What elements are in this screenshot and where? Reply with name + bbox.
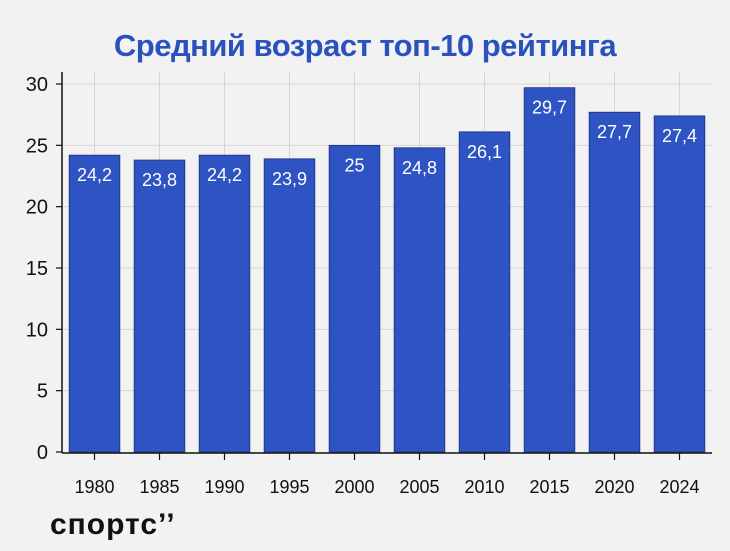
x-tick-label: 2010 bbox=[464, 477, 504, 497]
x-tick-label: 2000 bbox=[334, 477, 374, 497]
bars bbox=[68, 87, 706, 453]
x-tick-label: 1985 bbox=[139, 477, 179, 497]
x-tick-label: 1990 bbox=[204, 477, 244, 497]
y-tick-label: 0 bbox=[37, 442, 48, 464]
bar bbox=[263, 158, 316, 453]
bar-value-label: 29,7 bbox=[532, 98, 567, 118]
y-tick-label: 25 bbox=[26, 135, 48, 157]
bar bbox=[653, 115, 706, 453]
bar-value-label: 27,4 bbox=[662, 126, 697, 146]
bar-value-label: 25 bbox=[344, 155, 364, 175]
x-tick-label: 2020 bbox=[594, 477, 634, 497]
bar-value-label: 27,7 bbox=[597, 122, 632, 142]
y-tick-label: 15 bbox=[26, 258, 48, 280]
bar bbox=[523, 87, 576, 453]
bar bbox=[133, 159, 186, 453]
y-tick-label: 30 bbox=[26, 74, 48, 96]
bar-value-label: 24,2 bbox=[207, 165, 242, 185]
x-tick-label: 2024 bbox=[659, 477, 699, 497]
labels: 0 5 10 15 20 25 30 24,2 1980 23,8 1985 24,2 1990 23,9… bbox=[26, 74, 700, 497]
bar bbox=[198, 154, 251, 453]
x-tick-label: 1980 bbox=[74, 477, 114, 497]
y-tick-label: 20 bbox=[26, 197, 48, 219]
brand-logo: спортс’’ bbox=[50, 508, 176, 541]
y-tick-label: 10 bbox=[26, 319, 48, 341]
bar bbox=[68, 154, 121, 453]
bar-value-label: 23,9 bbox=[272, 169, 307, 189]
bar-value-label: 26,1 bbox=[467, 142, 502, 162]
axes bbox=[56, 72, 712, 460]
bar bbox=[458, 131, 511, 453]
bar-value-label: 23,8 bbox=[142, 170, 177, 190]
bar-value-label: 24,8 bbox=[402, 158, 437, 178]
x-tick-label: 1995 bbox=[269, 477, 309, 497]
bar bbox=[588, 111, 641, 453]
y-tick-label: 5 bbox=[37, 381, 48, 403]
x-tick-label: 2015 bbox=[529, 477, 569, 497]
x-tick-label: 2005 bbox=[399, 477, 439, 497]
bar bbox=[328, 144, 381, 453]
bar-value-label: 24,2 bbox=[77, 165, 112, 185]
chart-title: Средний возраст топ-10 рейтинга bbox=[113, 28, 617, 63]
bar bbox=[393, 147, 446, 453]
